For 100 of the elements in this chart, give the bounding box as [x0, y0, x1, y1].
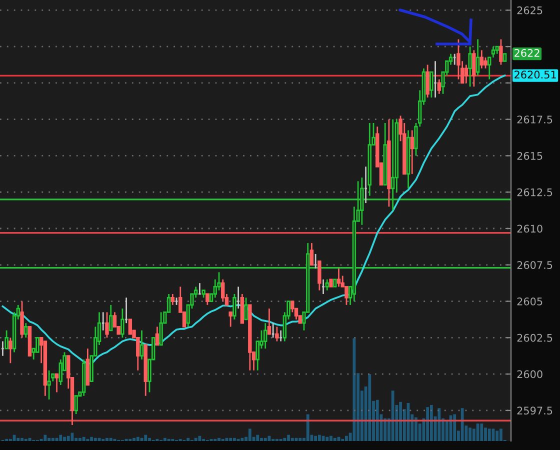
candlestick	[325, 278, 329, 292]
bar	[256, 434, 260, 441]
candlestick	[20, 300, 24, 338]
bar	[132, 438, 136, 441]
bar	[144, 434, 148, 441]
bar	[229, 438, 232, 441]
bar	[264, 438, 267, 441]
bar	[326, 436, 329, 441]
bar	[352, 338, 356, 441]
candlestick	[206, 293, 210, 306]
candlestick	[344, 286, 348, 306]
bar	[90, 436, 93, 441]
bar	[384, 418, 387, 441]
bar	[63, 436, 66, 441]
candlestick	[275, 326, 279, 342]
bar	[106, 438, 108, 441]
candlestick	[456, 38, 460, 80]
bar	[136, 436, 140, 441]
candlestick	[221, 278, 225, 302]
bar	[391, 390, 394, 441]
bar	[59, 434, 62, 441]
candlestick	[472, 50, 476, 88]
bar	[16, 438, 20, 441]
y-tick-label: 2610	[517, 224, 542, 233]
bar	[488, 428, 491, 441]
bar	[298, 438, 302, 441]
candlestick	[499, 38, 503, 66]
bar	[330, 436, 332, 441]
bar	[314, 436, 318, 441]
candlestick	[58, 358, 62, 386]
bar	[198, 436, 202, 441]
candlestick	[155, 326, 160, 346]
bar	[290, 438, 294, 441]
bar	[78, 438, 82, 441]
bar	[484, 428, 487, 441]
candlestick	[310, 242, 314, 266]
candlestick	[336, 268, 341, 288]
candlestick	[232, 293, 236, 320]
bar	[186, 438, 190, 441]
y-tick-label: 2625	[517, 6, 542, 14]
candlestick	[105, 312, 109, 338]
bar	[368, 374, 372, 441]
candlestick	[159, 312, 163, 346]
candlestick	[8, 336, 12, 364]
bar	[480, 424, 484, 441]
bar	[194, 438, 198, 441]
bar	[500, 428, 502, 441]
y-tick-label: 2602.5	[517, 334, 552, 342]
bar	[460, 408, 464, 441]
bar	[414, 417, 418, 441]
bar	[248, 428, 252, 441]
candlestick	[480, 50, 484, 70]
candlestick	[24, 322, 28, 338]
text: 2622	[514, 48, 540, 57]
bar	[399, 402, 402, 441]
candlestick	[437, 78, 442, 95]
candlestick	[36, 336, 40, 353]
candlestick	[140, 330, 144, 360]
candlestick	[54, 373, 59, 393]
bar	[148, 438, 151, 441]
candlestick	[464, 64, 468, 84]
y-tick-label: 2617.5	[517, 116, 552, 124]
candlestick	[468, 46, 472, 88]
bar	[20, 438, 24, 441]
candlestick	[47, 370, 51, 400]
line-series	[2, 74, 506, 365]
bar	[430, 405, 433, 441]
candlestick	[314, 253, 318, 270]
bar	[218, 438, 220, 441]
bar	[66, 436, 70, 441]
candlestick	[4, 330, 8, 350]
y-tick-label: 2597.5	[517, 406, 552, 415]
bar	[333, 438, 336, 441]
candlestick	[484, 56, 488, 70]
bar	[376, 400, 379, 441]
candlestick	[430, 71, 434, 98]
candlestick	[360, 176, 364, 226]
candlestick	[244, 296, 248, 320]
candlestick	[390, 118, 395, 212]
candlestick	[290, 300, 294, 313]
bar	[233, 438, 236, 441]
bar	[109, 438, 112, 441]
candlestick	[263, 322, 268, 350]
candlestick	[74, 395, 78, 415]
bar	[306, 414, 310, 441]
bar	[51, 438, 54, 441]
bar	[345, 436, 348, 441]
bar	[260, 438, 263, 441]
candlestick	[267, 308, 272, 335]
y-tick-label: 2615	[517, 152, 542, 160]
text: 2620.51	[514, 70, 556, 79]
candlestick	[120, 308, 124, 338]
bar	[283, 438, 286, 441]
candlestick	[318, 260, 322, 292]
candlestick	[476, 38, 480, 76]
candlestick	[410, 130, 414, 175]
bar	[468, 428, 472, 441]
candlestick	[426, 64, 430, 98]
bar	[287, 434, 290, 441]
y-tick-label: 2605	[517, 298, 542, 306]
